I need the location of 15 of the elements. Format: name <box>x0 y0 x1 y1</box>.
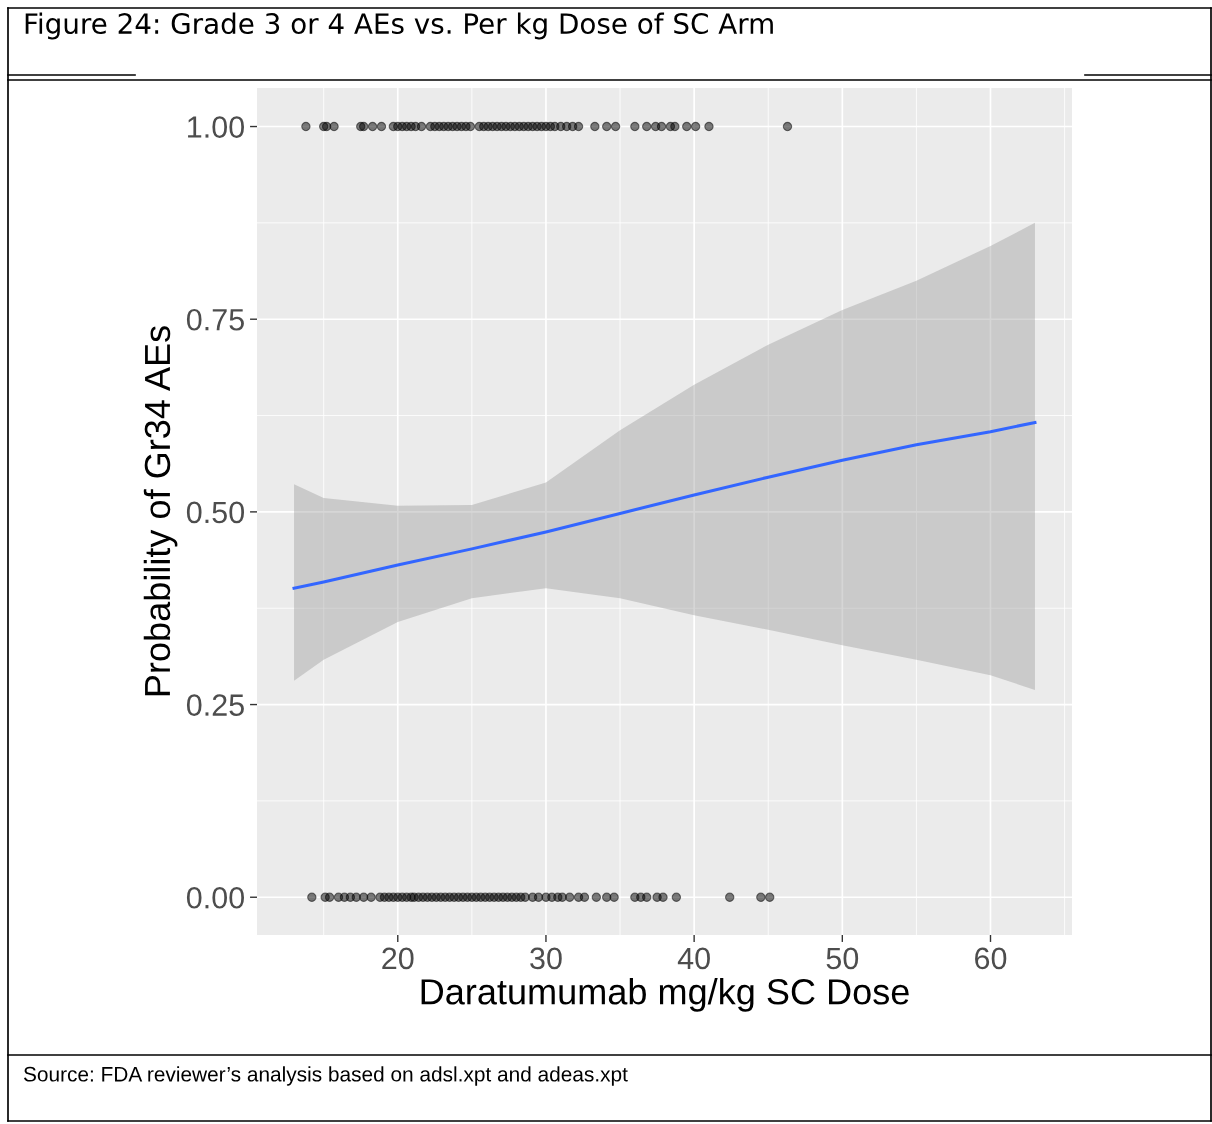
y-tick-label: 0.00 <box>186 886 245 909</box>
y-tick-label: 0.25 <box>186 694 244 716</box>
x-tick-label: 30 <box>530 947 562 970</box>
y-axis-title: Probability of Gr34 AEs <box>143 326 178 696</box>
x-tick-label: 40 <box>677 947 710 970</box>
x-tick-label: 20 <box>382 947 414 970</box>
y-tick-label: 0.50 <box>186 501 245 524</box>
y-tick-label: 1.00 <box>188 116 245 138</box>
x-tick-label: 60 <box>975 947 1007 970</box>
y-tick-label: 0.75 <box>186 308 244 331</box>
chart-title: Figure 24: Grade 3 or 4 AEs vs. Per kg Dose of SC Arm <box>25 12 773 40</box>
x-axis-title: Daratumumab mg/kg SC Dose <box>421 978 909 1012</box>
source-note: Source: FDA reviewer’s analysis based on adsl.xpt and adeas.xpt <box>23 1066 628 1086</box>
line-series <box>292 420 1037 590</box>
x-tick-label: 50 <box>826 947 859 970</box>
